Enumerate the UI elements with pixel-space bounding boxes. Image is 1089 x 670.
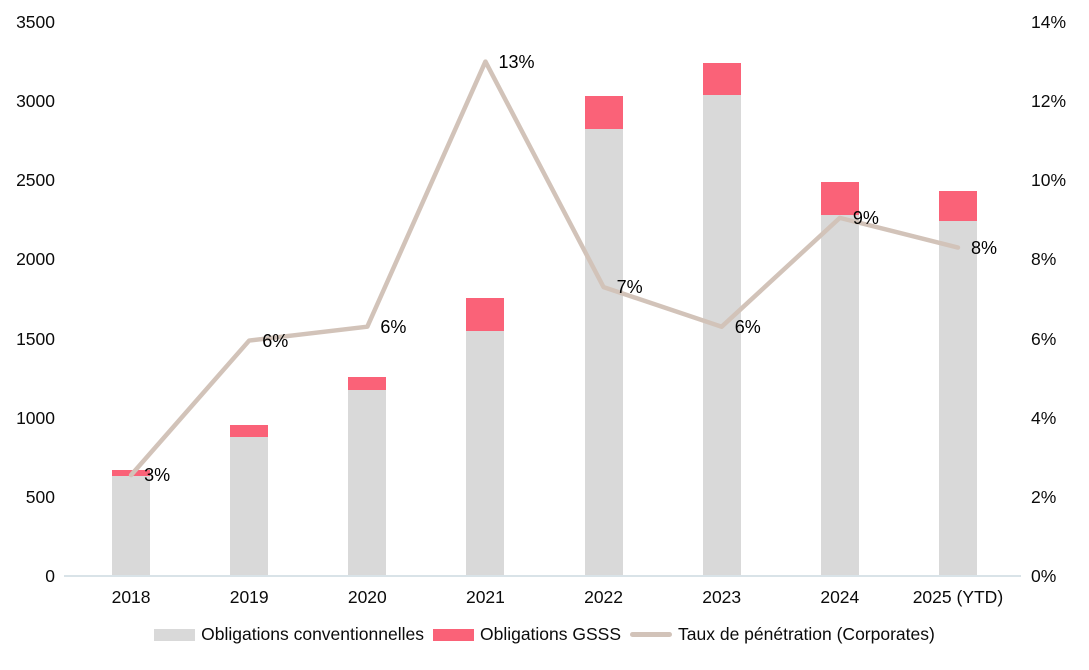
bar-segment-conventionnelles-2018 <box>112 476 151 576</box>
left-axis-tick: 3000 <box>16 91 55 112</box>
right-axis-tick: 14% <box>1031 12 1067 32</box>
line-data-label-2020: 6% <box>380 316 407 337</box>
line-data-label-2023: 6% <box>734 316 761 337</box>
bar-segment-gsss-2019 <box>230 424 269 437</box>
line-data-label-2018: 3% <box>144 465 171 486</box>
left-axis-tick: 0 <box>45 566 55 586</box>
left-axis-tick: 2500 <box>16 170 55 191</box>
category-label-2024: 2024 <box>820 587 860 607</box>
legend-label: Obligations conventionnelles <box>201 624 424 644</box>
bar-segment-gsss-2020 <box>348 376 387 390</box>
legend-label: Taux de pénétration (Corporates) <box>678 624 935 644</box>
bar-segment-gsss-2021 <box>466 298 505 332</box>
bar-segment-conventionnelles-2024 <box>820 215 859 576</box>
x-axis-baseline <box>64 575 1021 577</box>
line-data-label-2019: 6% <box>262 330 289 351</box>
bar-segment-conventionnelles-2021 <box>466 331 505 576</box>
left-axis-tick: 1500 <box>16 328 55 349</box>
right-axis-tick: 4% <box>1031 407 1057 428</box>
bar-segment-gsss-2023 <box>702 63 741 95</box>
right-axis-tick: 0% <box>1031 566 1057 586</box>
legend-swatch-gray-bar <box>154 628 196 641</box>
bar-segment-gsss-2025 (YTD) <box>938 191 977 222</box>
line-data-label-2025 (YTD): 8% <box>970 237 997 258</box>
left-axis-tick: 500 <box>25 486 55 507</box>
line-data-label-2022: 7% <box>616 277 643 298</box>
bar-segment-conventionnelles-2020 <box>348 390 387 576</box>
category-label-2019: 2019 <box>229 587 269 607</box>
category-label-2020: 2020 <box>347 587 387 607</box>
left-axis-tick: 3500 <box>16 12 55 32</box>
legend-item-obligations-conventionnelles: Obligations conventionnelles <box>154 624 424 645</box>
right-axis-tick: 6% <box>1031 328 1057 349</box>
left-axis-tick: 1000 <box>16 407 55 428</box>
category-label-2022: 2022 <box>584 587 624 607</box>
legend-label: Obligations GSSS <box>479 624 622 644</box>
legend-swatch-line <box>630 632 673 637</box>
bar-segment-gsss-2022 <box>584 95 623 129</box>
line-data-label-2024: 9% <box>852 207 879 228</box>
bar-segment-conventionnelles-2019 <box>230 436 269 576</box>
right-axis-tick: 2% <box>1031 486 1057 507</box>
legend-swatch-pink-bar <box>432 628 474 641</box>
right-axis-tick: 10% <box>1031 170 1067 191</box>
category-label-2018: 2018 <box>111 587 151 607</box>
category-label-2025 (YTD): 2025 (YTD) <box>912 587 1004 607</box>
bar-segment-conventionnelles-2022 <box>584 128 623 576</box>
line-data-label-2021: 13% <box>498 51 535 72</box>
bar-segment-conventionnelles-2025 (YTD) <box>938 221 977 576</box>
legend-item-taux-de-penetration: Taux de pénétration (Corporates) <box>630 624 935 645</box>
right-axis-tick: 8% <box>1031 249 1057 270</box>
legend-item-obligations-gsss: Obligations GSSS <box>432 624 622 645</box>
category-label-2021: 2021 <box>465 587 505 607</box>
chart-legend: Obligations conventionnelles Obligations… <box>0 624 1089 645</box>
left-axis-tick: 2000 <box>16 249 55 270</box>
right-axis-tick: 12% <box>1031 91 1067 112</box>
category-label-2023: 2023 <box>702 587 742 607</box>
